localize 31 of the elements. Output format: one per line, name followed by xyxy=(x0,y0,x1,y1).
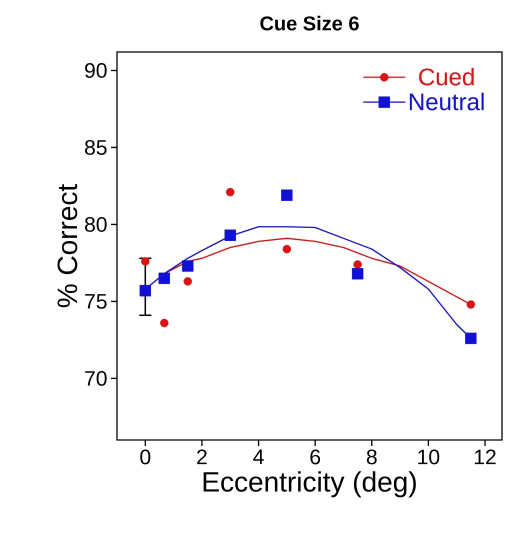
y-axis-title: % Correct xyxy=(57,184,78,308)
x-tick-label: 4 xyxy=(253,450,264,464)
y-tick-label: 75 xyxy=(85,294,107,309)
point xyxy=(353,260,362,269)
y-tick-label: 90 xyxy=(85,63,107,78)
point xyxy=(281,189,293,201)
x-tick-label: 0 xyxy=(140,450,150,464)
x-tick-label: 2 xyxy=(197,450,207,464)
point xyxy=(158,272,170,284)
point xyxy=(141,257,150,266)
legend-label: Neutral xyxy=(410,92,484,110)
x-tick-label: 8 xyxy=(366,450,377,464)
y-tick-label: 85 xyxy=(85,140,107,155)
x-axis-title: Eccentricity (deg) xyxy=(204,471,416,498)
y-tick-label: 80 xyxy=(85,217,107,232)
point xyxy=(466,300,476,309)
legend-label: Cued xyxy=(419,68,474,86)
chart-title: Cue Size 6 xyxy=(260,16,359,31)
x-tick-label: 6 xyxy=(310,450,320,464)
point xyxy=(465,332,477,344)
point xyxy=(224,230,236,241)
point xyxy=(160,318,168,328)
point xyxy=(352,268,364,280)
point xyxy=(184,277,192,286)
x-tick-label: 10 xyxy=(418,450,440,464)
point xyxy=(182,260,194,272)
x-tick-label: 12 xyxy=(474,450,496,464)
point xyxy=(226,188,234,196)
point xyxy=(282,244,292,254)
y-tick-label: 70 xyxy=(85,370,107,386)
point xyxy=(140,284,152,296)
